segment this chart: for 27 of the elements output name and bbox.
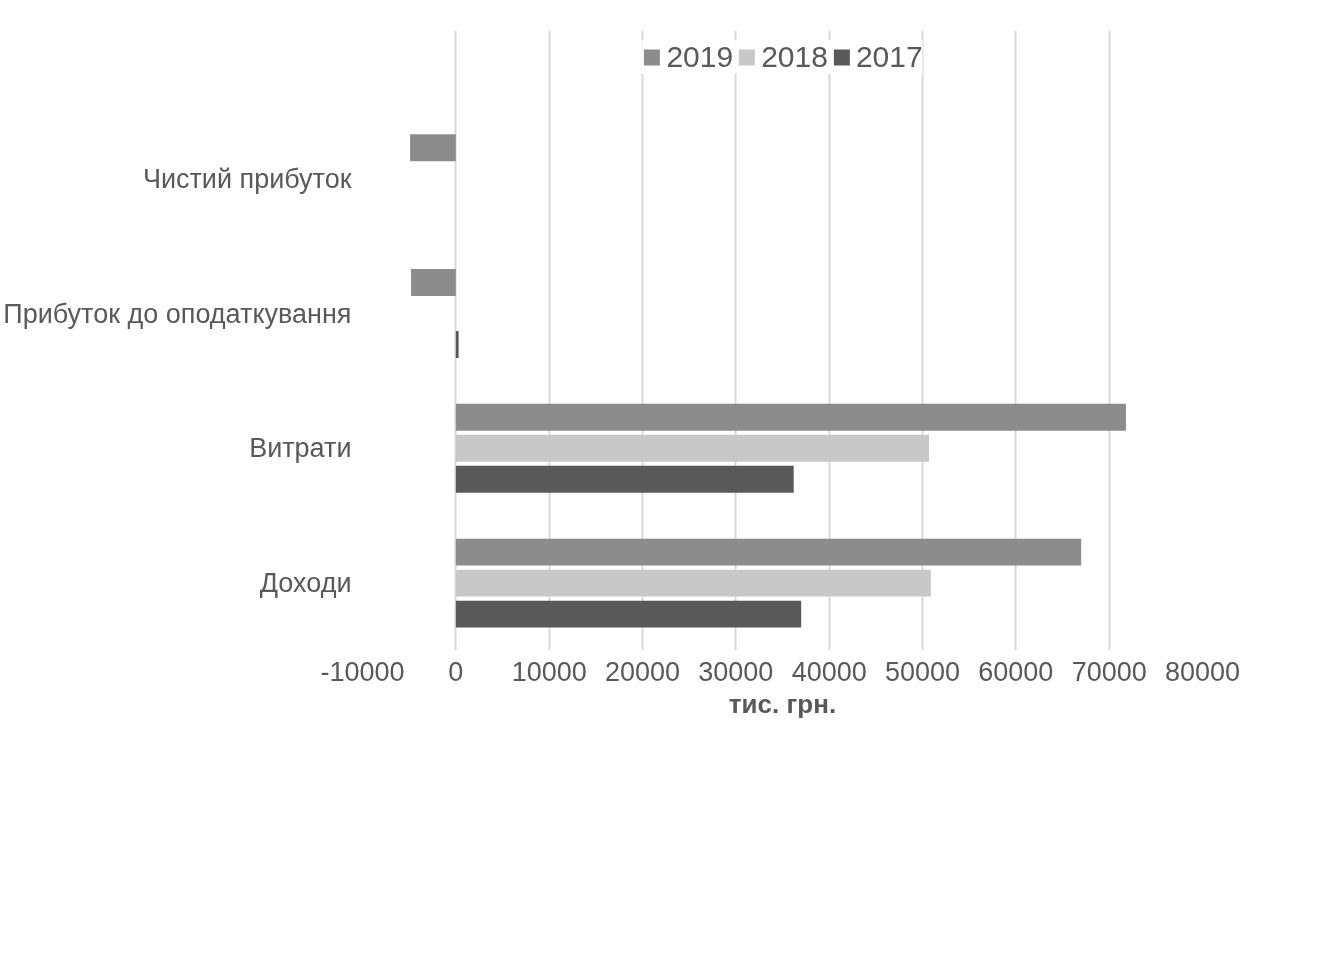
x-tick-label: 40000 (791, 656, 867, 687)
y-tick-label: Чистий прибуток (142, 163, 352, 194)
bar (455, 538, 1082, 566)
x-tick-label: 80000 (1164, 656, 1241, 687)
legend-label: 2017 (855, 40, 923, 74)
bar (455, 403, 1126, 431)
y-tick-label: Доходи (259, 568, 352, 599)
bar (411, 269, 456, 297)
bar (455, 331, 459, 359)
x-tick-label: 70000 (1071, 656, 1147, 687)
bar (455, 465, 794, 493)
x-axis-title: тис. грн. (728, 688, 837, 719)
x-tick-label: 30000 (698, 656, 774, 687)
y-tick-label: Витрати (249, 433, 352, 464)
y-tick-label: Прибуток до оподаткування (3, 298, 352, 329)
x-tick-label: 60000 (978, 656, 1054, 687)
x-tick-label: 10000 (511, 656, 587, 687)
bar (455, 600, 802, 628)
bar (455, 569, 931, 597)
x-tick-label: 20000 (604, 656, 681, 687)
legend-label: 2019 (666, 40, 734, 74)
x-tick-label: -10000 (320, 656, 405, 687)
bar (455, 434, 930, 462)
x-tick-label: 50000 (884, 656, 961, 687)
x-tick-label: 0 (448, 656, 464, 687)
legend-label: 2018 (761, 40, 828, 74)
bar (410, 134, 456, 162)
